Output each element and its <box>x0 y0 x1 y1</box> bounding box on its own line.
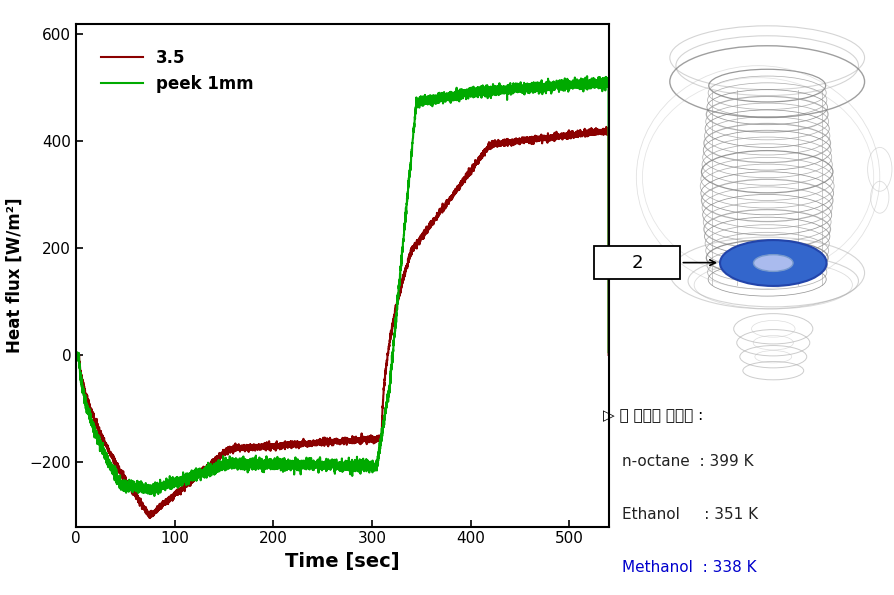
Line: 3.5: 3.5 <box>76 127 608 518</box>
Text: ▷ 각 연료의 끓는점 :: ▷ 각 연료의 끓는점 : <box>602 408 702 423</box>
peek 1mm <box>249 462 259 469</box>
peek 1mm <box>418 98 429 105</box>
Text: 2: 2 <box>631 253 643 272</box>
3.5 <box>71 351 81 358</box>
peek 1mm <box>220 458 231 465</box>
Ellipse shape <box>719 240 825 286</box>
3.5 <box>600 123 611 130</box>
peek 1mm <box>380 404 391 411</box>
peek 1mm <box>457 92 468 99</box>
peek 1mm <box>559 80 569 87</box>
3.5 <box>145 515 156 522</box>
Y-axis label: Heat flux [W/m²]: Heat flux [W/m²] <box>6 198 24 353</box>
3.5 <box>559 131 569 139</box>
3.5 <box>457 177 468 184</box>
3.5 <box>418 227 429 234</box>
Bar <box>593 246 679 279</box>
3.5 <box>380 362 391 369</box>
Line: peek 1mm: peek 1mm <box>76 76 608 496</box>
3.5 <box>249 446 259 453</box>
3.5 <box>603 352 613 359</box>
Text: n-octane  : 399 K: n-octane : 399 K <box>621 453 753 469</box>
peek 1mm <box>71 355 81 362</box>
Text: Methanol  : 338 K: Methanol : 338 K <box>621 560 755 575</box>
Ellipse shape <box>724 247 821 283</box>
peek 1mm <box>603 349 613 356</box>
Text: Ethanol     : 351 K: Ethanol : 351 K <box>621 507 757 522</box>
peek 1mm <box>581 73 592 80</box>
3.5 <box>220 452 231 459</box>
Ellipse shape <box>753 255 792 271</box>
Legend: 3.5, peek 1mm: 3.5, peek 1mm <box>84 32 270 110</box>
X-axis label: Time [sec]: Time [sec] <box>284 552 400 571</box>
peek 1mm <box>149 493 160 500</box>
